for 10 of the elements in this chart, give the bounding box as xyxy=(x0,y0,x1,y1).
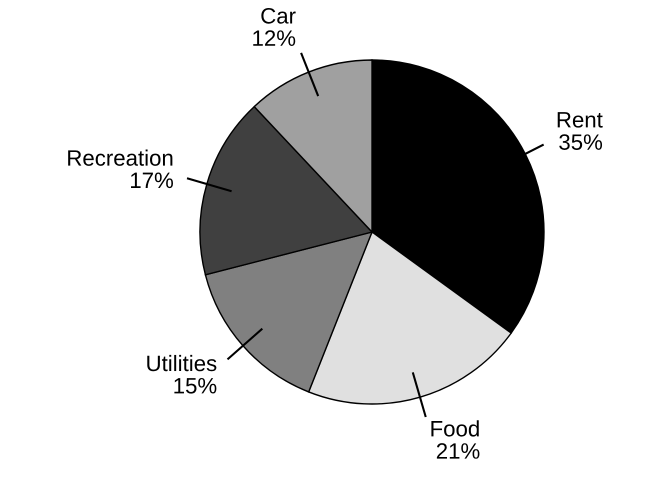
slice-label: Food xyxy=(431,420,479,437)
slice-label: Rent xyxy=(558,112,603,128)
data-label: 35% xyxy=(559,134,602,150)
data-label: 21% xyxy=(436,443,480,459)
data-label: 15% xyxy=(174,378,216,394)
slice-label: Recreation xyxy=(68,150,172,166)
data-label: 12% xyxy=(253,30,296,46)
data-label: 17% xyxy=(131,172,174,188)
slice-label: Utilities xyxy=(147,354,216,372)
slice-label: Car xyxy=(261,8,296,24)
